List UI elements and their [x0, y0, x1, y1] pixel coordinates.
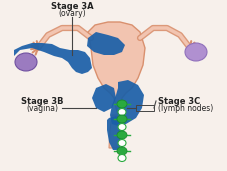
Polygon shape [14, 43, 92, 74]
Text: Stage 3B: Stage 3B [21, 97, 63, 106]
Polygon shape [109, 80, 143, 126]
Ellipse shape [184, 43, 206, 61]
Ellipse shape [116, 131, 126, 139]
Polygon shape [88, 22, 144, 115]
Polygon shape [106, 116, 123, 150]
Text: (ovary): (ovary) [58, 9, 85, 18]
Ellipse shape [118, 140, 126, 147]
Ellipse shape [116, 100, 126, 108]
Ellipse shape [118, 109, 126, 115]
Polygon shape [92, 84, 116, 112]
Ellipse shape [116, 115, 126, 123]
Text: Stage 3C: Stage 3C [157, 97, 199, 106]
Polygon shape [87, 32, 124, 55]
Polygon shape [109, 115, 119, 148]
Ellipse shape [118, 123, 126, 130]
Ellipse shape [118, 155, 126, 161]
Ellipse shape [116, 147, 126, 155]
Ellipse shape [15, 53, 37, 71]
Text: (vagina): (vagina) [26, 104, 58, 113]
Text: Stage 3A: Stage 3A [50, 2, 93, 11]
Text: (lymph nodes): (lymph nodes) [157, 104, 212, 113]
